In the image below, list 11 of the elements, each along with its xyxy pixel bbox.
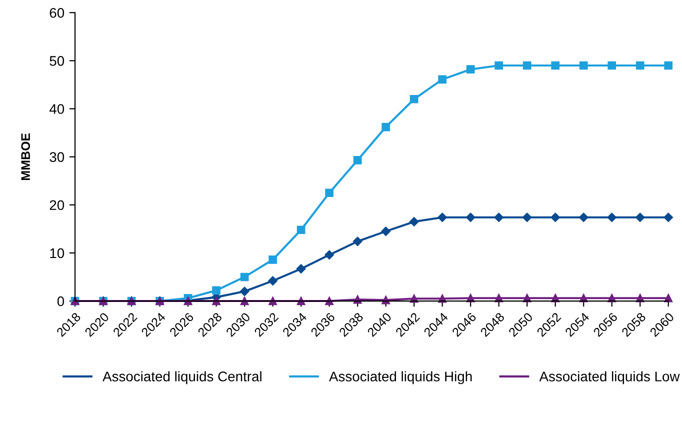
legend-label: Associated liquids High [329,371,472,384]
legend-label: Associated liquids Central [102,371,262,384]
legend-label: Associated liquids Low [539,371,680,384]
y-tick-label: 60 [50,8,64,18]
y-axis-title: MMBOE [21,133,30,180]
y-tick-label: 0 [57,296,64,306]
y-tick-label: 50 [50,56,64,66]
y-tick-label: 20 [50,200,64,210]
y-tick-label: 10 [50,248,64,258]
y-tick-label: 30 [50,152,64,162]
y-tick-label: 40 [49,104,64,114]
